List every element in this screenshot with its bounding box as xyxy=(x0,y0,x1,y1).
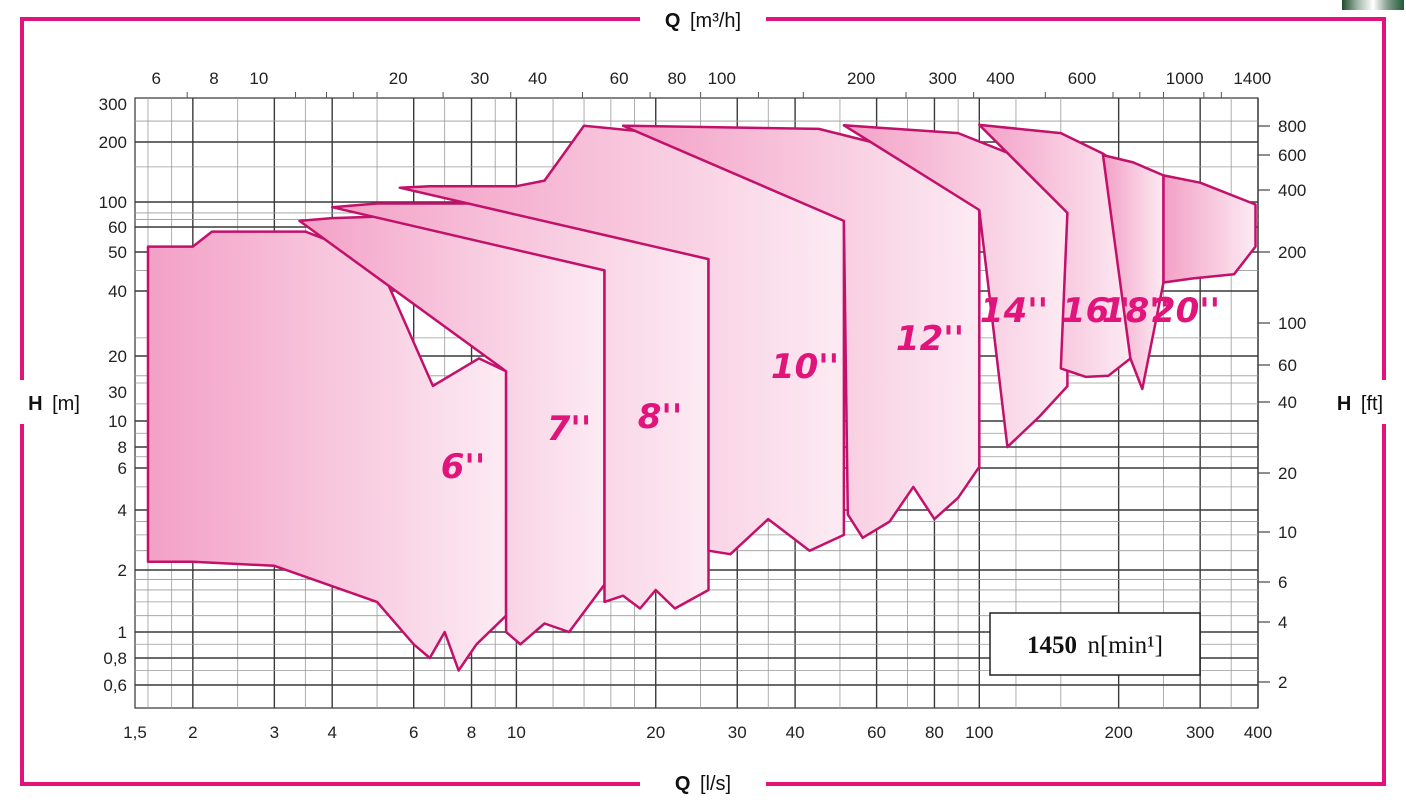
left-tick-label: 200 xyxy=(99,133,127,152)
pump-size-label: 10'' xyxy=(771,347,839,387)
right-tick-label: 6 xyxy=(1278,573,1287,592)
bottom-axis-title-gap xyxy=(640,770,766,798)
right-tick-label: 40 xyxy=(1278,393,1297,412)
pump-size-label: 8'' xyxy=(638,397,682,437)
bottom-tick-label: 40 xyxy=(786,723,805,742)
top-tick-label: 600 xyxy=(1068,69,1096,88)
pump-size-areas xyxy=(146,123,1257,672)
left-tick-label: 0,6 xyxy=(103,676,127,695)
left-tick-label: 50 xyxy=(108,243,127,262)
bottom-tick-label: 100 xyxy=(965,723,993,742)
right-tick-label: 20 xyxy=(1278,464,1297,483)
pump-area-9 xyxy=(1162,174,1257,284)
right-tick-label: 200 xyxy=(1278,243,1306,262)
bottom-tick-label: 8 xyxy=(467,723,476,742)
bottom-tick-label: 60 xyxy=(867,723,886,742)
top-tick-label: 8 xyxy=(209,69,218,88)
left-axis-title-unit: [m] xyxy=(52,393,80,415)
pump-size-label: 16'' xyxy=(1062,291,1130,331)
tick-labels: 1,5 2 3 4 6 8 10 20 30 40 60 80 100 200 300 400 6 8 10 20 30… xyxy=(99,69,1307,742)
left-tick-label: 300 xyxy=(99,95,127,114)
bottom-tick-label: 4 xyxy=(327,723,336,742)
top-tick-label: 60 xyxy=(610,69,629,88)
bottom-tick-label: 300 xyxy=(1186,723,1214,742)
left-axis-title-gap xyxy=(8,380,98,424)
pump-size-label: 12'' xyxy=(896,319,964,359)
left-tick-label: 4 xyxy=(118,501,127,520)
top-axis-title-unit: [m³/h] xyxy=(690,10,741,32)
left-tick-label: 40 xyxy=(108,282,127,301)
left-tick-label: 60 xyxy=(108,218,127,237)
bottom-tick-label: 3 xyxy=(270,723,279,742)
bottom-tick-label: 1,5 xyxy=(123,723,147,742)
right-tick-label: 600 xyxy=(1278,146,1306,165)
bottom-tick-label: 200 xyxy=(1104,723,1132,742)
top-tick-label: 1000 xyxy=(1166,69,1204,88)
bottom-tick-label: 400 xyxy=(1244,723,1272,742)
speed-text: 1450 n[min¹] xyxy=(1027,632,1163,659)
pump-size-labels: 6'' 7'' 8'' 10'' 12'' 14'' 16''18''20'' xyxy=(441,291,1220,487)
bottom-tick-label: 2 xyxy=(188,723,197,742)
bottom-axis-title-symbol: Q xyxy=(675,773,691,795)
pump-size-label: 18'' xyxy=(1102,291,1170,331)
left-tick-label: 20 xyxy=(108,347,127,366)
left-axis-title-symbol: H xyxy=(28,393,42,415)
speed-value: 1450 xyxy=(1027,632,1077,659)
bottom-tick-label: 10 xyxy=(507,723,526,742)
right-axis-title-symbol: H xyxy=(1337,393,1351,415)
top-tick-label: 300 xyxy=(928,69,956,88)
bottom-tick-label: 6 xyxy=(409,723,418,742)
bottom-axis-title-unit: [l/s] xyxy=(700,773,731,795)
top-tick-label: 10 xyxy=(249,69,268,88)
bottom-tick-label: 30 xyxy=(728,723,747,742)
left-tick-label: 30 xyxy=(108,383,127,402)
left-tick-label: 6 xyxy=(118,459,127,478)
speed-unit: n[min¹] xyxy=(1087,632,1163,659)
right-axis-title-unit: [ft] xyxy=(1361,393,1383,415)
pump-size-label: 14'' xyxy=(980,291,1048,331)
corner-logo-strip xyxy=(1342,0,1404,10)
top-tick-label: 40 xyxy=(528,69,547,88)
left-tick-label: 10 xyxy=(108,412,127,431)
top-tick-label: 200 xyxy=(847,69,875,88)
left-tick-label: 100 xyxy=(99,193,127,212)
top-axis-title: Q [m³/h] xyxy=(665,10,741,32)
left-tick-label: 2 xyxy=(118,561,127,580)
top-tick-label: 6 xyxy=(151,69,160,88)
top-tick-label: 30 xyxy=(470,69,489,88)
pump-size-label: 20'' xyxy=(1152,291,1220,331)
left-tick-label: 0,8 xyxy=(103,649,127,668)
pump-area-7 xyxy=(978,123,1132,379)
right-tick-label: 60 xyxy=(1278,356,1297,375)
right-tick-label: 400 xyxy=(1278,181,1306,200)
top-tick-label: 20 xyxy=(389,69,408,88)
bottom-tick-label: 20 xyxy=(646,723,665,742)
top-tick-label: 400 xyxy=(986,69,1014,88)
right-tick-label: 100 xyxy=(1278,314,1306,333)
pump-size-label: 7'' xyxy=(547,409,591,449)
pump-size-label: 6'' xyxy=(441,447,485,487)
right-tick-label: 2 xyxy=(1278,673,1287,692)
speed-box-frame xyxy=(989,612,1201,676)
left-tick-label: 8 xyxy=(118,438,127,457)
right-tick-label: 4 xyxy=(1278,613,1287,632)
right-tick-label: 800 xyxy=(1278,117,1306,136)
bottom-tick-label: 80 xyxy=(925,723,944,742)
top-axis-title-gap xyxy=(640,6,766,34)
right-axis-title-gap xyxy=(1320,380,1400,424)
top-tick-label: 100 xyxy=(708,69,736,88)
left-tick-label: 1 xyxy=(118,623,127,642)
right-tick-label: 10 xyxy=(1278,523,1297,542)
top-tick-label: 80 xyxy=(667,69,686,88)
top-axis-title-symbol: Q xyxy=(665,10,681,32)
left-axis-title: H [m] xyxy=(28,393,80,415)
top-tick-label: 1400 xyxy=(1233,69,1271,88)
right-axis-title: H [ft] xyxy=(1337,393,1383,415)
speed-box: 1450 n[min¹] xyxy=(989,612,1201,676)
bottom-axis-title: Q [l/s] xyxy=(675,773,731,795)
